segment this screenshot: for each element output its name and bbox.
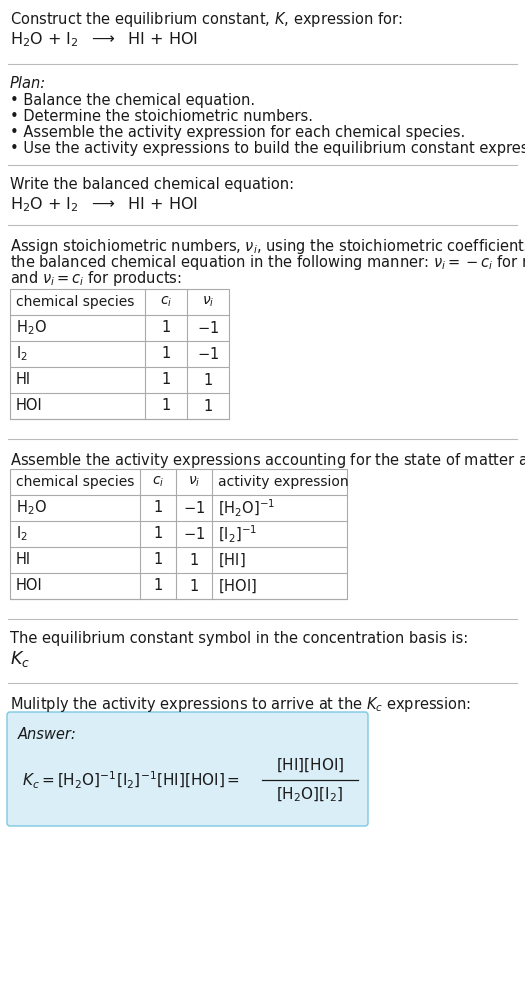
Text: The equilibrium constant symbol in the concentration basis is:: The equilibrium constant symbol in the c… — [10, 631, 468, 646]
Text: $c_i$: $c_i$ — [160, 295, 172, 309]
Text: chemical species: chemical species — [16, 475, 134, 489]
Text: 1: 1 — [161, 321, 171, 336]
Text: HI: HI — [16, 372, 31, 387]
Text: H$_2$O: H$_2$O — [16, 319, 47, 338]
Text: Write the balanced chemical equation:: Write the balanced chemical equation: — [10, 177, 294, 192]
Text: $[\mathrm{H_2O}]^{-1}$: $[\mathrm{H_2O}]^{-1}$ — [218, 497, 275, 519]
Text: H$_2$O + I$_2$  $\longrightarrow$  HI + HOI: H$_2$O + I$_2$ $\longrightarrow$ HI + HO… — [10, 195, 198, 214]
Text: Assign stoichiometric numbers, $\nu_i$, using the stoichiometric coefficients, $: Assign stoichiometric numbers, $\nu_i$, … — [10, 237, 525, 256]
Text: $c_i$: $c_i$ — [152, 475, 164, 489]
Text: $K_c = [\mathrm{H_2O}]^{-1} [\mathrm{I_2}]^{-1} [\mathrm{HI}][\mathrm{HOI}] = $: $K_c = [\mathrm{H_2O}]^{-1} [\mathrm{I_2… — [22, 769, 240, 791]
Text: I$_2$: I$_2$ — [16, 345, 28, 363]
Text: 1: 1 — [153, 578, 163, 593]
Text: $[\mathrm{I_2}]^{-1}$: $[\mathrm{I_2}]^{-1}$ — [218, 524, 257, 544]
Text: $\nu_i$: $\nu_i$ — [202, 295, 214, 309]
Text: 1: 1 — [161, 346, 171, 361]
Text: • Determine the stoichiometric numbers.: • Determine the stoichiometric numbers. — [10, 109, 313, 124]
Text: 1: 1 — [161, 399, 171, 414]
Text: $-1$: $-1$ — [197, 320, 219, 336]
Text: • Use the activity expressions to build the equilibrium constant expression.: • Use the activity expressions to build … — [10, 141, 525, 156]
Text: HI: HI — [16, 552, 31, 567]
Text: $-1$: $-1$ — [183, 500, 205, 516]
Text: • Balance the chemical equation.: • Balance the chemical equation. — [10, 93, 255, 108]
Text: $1$: $1$ — [189, 578, 199, 594]
Text: $1$: $1$ — [189, 552, 199, 568]
Text: • Assemble the activity expression for each chemical species.: • Assemble the activity expression for e… — [10, 125, 465, 140]
Text: $1$: $1$ — [203, 372, 213, 388]
Text: Plan:: Plan: — [10, 76, 46, 91]
Text: H$_2$O: H$_2$O — [16, 499, 47, 518]
Text: 1: 1 — [153, 527, 163, 542]
Text: 1: 1 — [161, 372, 171, 387]
Text: activity expression: activity expression — [218, 475, 349, 489]
Text: $1$: $1$ — [203, 398, 213, 414]
Text: I$_2$: I$_2$ — [16, 525, 28, 544]
Text: and $\nu_i = c_i$ for products:: and $\nu_i = c_i$ for products: — [10, 269, 182, 288]
Text: Assemble the activity expressions accounting for the state of matter and $\nu_i$: Assemble the activity expressions accoun… — [10, 451, 525, 470]
Text: HOI: HOI — [16, 399, 43, 414]
Text: $K_c$: $K_c$ — [10, 649, 30, 669]
Text: 1: 1 — [153, 501, 163, 516]
Bar — [10, 469, 347, 599]
Text: Answer:: Answer: — [18, 727, 77, 742]
Text: $[\mathrm{HI}][\mathrm{HOI}]$: $[\mathrm{HI}][\mathrm{HOI}]$ — [276, 756, 344, 774]
Text: $[\mathrm{HI}]$: $[\mathrm{HI}]$ — [218, 551, 246, 568]
Text: $-1$: $-1$ — [197, 346, 219, 362]
Text: $[\mathrm{HOI}]$: $[\mathrm{HOI}]$ — [218, 577, 257, 595]
Text: $-1$: $-1$ — [183, 526, 205, 542]
Bar — [10, 289, 229, 419]
Text: $\nu_i$: $\nu_i$ — [188, 475, 200, 489]
Text: 1: 1 — [153, 552, 163, 567]
Text: $[\mathrm{H_2O}][\mathrm{I_2}]$: $[\mathrm{H_2O}][\mathrm{I_2}]$ — [276, 786, 344, 804]
Text: the balanced chemical equation in the following manner: $\nu_i = -c_i$ for react: the balanced chemical equation in the fo… — [10, 253, 525, 272]
Text: HOI: HOI — [16, 578, 43, 593]
Text: H$_2$O + I$_2$  $\longrightarrow$  HI + HOI: H$_2$O + I$_2$ $\longrightarrow$ HI + HO… — [10, 30, 198, 49]
FancyBboxPatch shape — [7, 712, 368, 826]
Text: Construct the equilibrium constant, $K$, expression for:: Construct the equilibrium constant, $K$,… — [10, 10, 403, 29]
Text: chemical species: chemical species — [16, 295, 134, 309]
Text: Mulitply the activity expressions to arrive at the $K_c$ expression:: Mulitply the activity expressions to arr… — [10, 695, 471, 714]
